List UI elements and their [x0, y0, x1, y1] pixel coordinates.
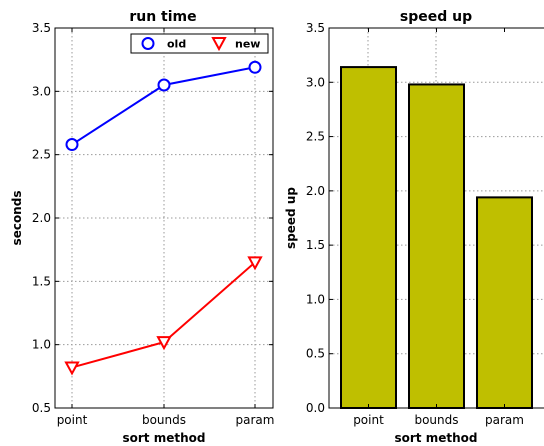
- speedup-chart: speed up 0.0 0.5 1.0 1.5 2.0 2.5 3.0 3.5 point bo…: [284, 9, 544, 445]
- data-point-new: [156, 336, 172, 351]
- speedup-ytick-label: 1.0: [306, 292, 325, 306]
- legend-frame: [130, 33, 269, 54]
- legend-marker-new: [211, 37, 227, 52]
- runtime-xtick-label: param: [236, 413, 275, 427]
- speedup-xtick-label: bounds: [414, 413, 458, 427]
- runtime-ytick-label: 3.5: [32, 21, 51, 35]
- runtime-series: [64, 60, 263, 376]
- runtime-title: run time: [129, 9, 196, 25]
- runtime-ticks: 0.5 1.0 1.5 2.0 2.5 3.0 3.5 point bounds param: [32, 21, 275, 427]
- series-line-new: [71, 261, 256, 369]
- data-point-old: [65, 138, 79, 152]
- runtime-ytick-label: 1.0: [32, 338, 51, 352]
- runtime-xlabel: sort method: [123, 431, 206, 445]
- bar-bounds: [408, 83, 465, 409]
- runtime-xtick-label: point: [57, 413, 88, 427]
- speedup-ylabel: speed up: [284, 187, 298, 249]
- speedup-ytick-label: 3.0: [306, 75, 325, 89]
- data-point-new: [247, 256, 263, 271]
- runtime-ytick-label: 1.5: [32, 274, 51, 288]
- bar-point: [340, 66, 397, 409]
- runtime-ytick-label: 2.5: [32, 148, 51, 162]
- speedup-ticks: 0.0 0.5 1.0 1.5 2.0 2.5 3.0 3.5 point bounds param: [306, 21, 524, 427]
- speedup-title: speed up: [400, 9, 472, 25]
- legend-label-old: old: [167, 38, 186, 51]
- runtime-legend: old new: [130, 33, 269, 54]
- data-point-old: [157, 78, 171, 92]
- runtime-ytick-label: 3.0: [32, 84, 51, 98]
- speedup-ytick-label: 0.5: [306, 347, 325, 361]
- speedup-xlabel: sort method: [395, 431, 478, 445]
- data-point-new: [64, 361, 80, 376]
- speedup-ytick-label: 2.5: [306, 130, 325, 144]
- runtime-ylabel: seconds: [10, 191, 24, 246]
- runtime-ytick-label: 2.0: [32, 211, 51, 225]
- legend-item-new: new: [211, 37, 260, 52]
- legend-label-new: new: [235, 38, 260, 51]
- legend-item-old: old: [141, 37, 186, 51]
- speedup-bars: [340, 66, 533, 409]
- speedup-xtick-label: param: [485, 413, 524, 427]
- runtime-chart: run time 0.5 1.0 1.5 2.0 2.5 3.0 3.5 point bound…: [10, 9, 274, 445]
- bar-param: [476, 196, 533, 409]
- runtime-xtick-label: bounds: [142, 413, 186, 427]
- legend-marker-old: [141, 37, 155, 50]
- speedup-ytick-label: 2.0: [306, 184, 325, 198]
- speedup-ytick-label: 0.0: [306, 401, 325, 415]
- runtime-ytick-label: 0.5: [32, 401, 51, 415]
- speedup-ytick-label: 1.5: [306, 238, 325, 252]
- data-point-old: [248, 60, 262, 74]
- speedup-ytick-label: 3.5: [306, 21, 325, 35]
- speedup-xtick-label: point: [353, 413, 384, 427]
